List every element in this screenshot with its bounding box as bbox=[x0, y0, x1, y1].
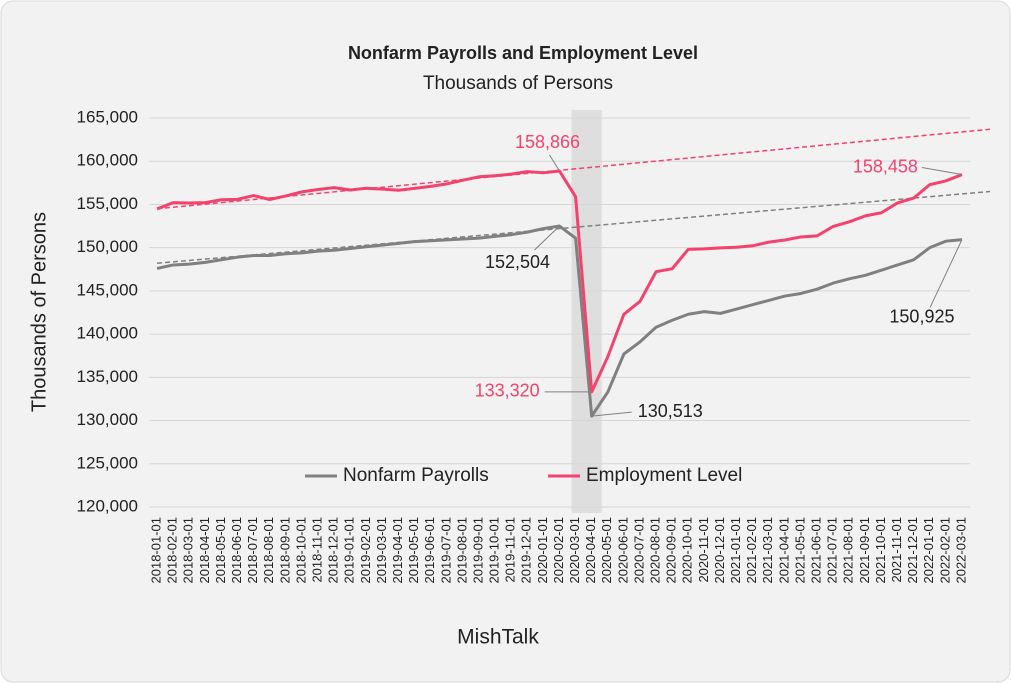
x-tick-label: 2022-03-01 bbox=[953, 517, 968, 584]
x-tick-label: 2019-04-01 bbox=[390, 517, 405, 584]
x-tick-label: 2018-12-01 bbox=[326, 517, 341, 584]
x-tick-label: 2018-06-01 bbox=[229, 517, 244, 584]
shaded-period bbox=[571, 110, 602, 513]
y-tick-label: 145,000 bbox=[77, 280, 138, 299]
x-tick-label: 2020-12-01 bbox=[712, 517, 727, 584]
x-tick-label: 2020-02-01 bbox=[551, 517, 566, 584]
x-tick-label: 2021-01-01 bbox=[728, 517, 743, 584]
y-tick-label: 130,000 bbox=[77, 410, 138, 429]
legend-label: Nonfarm Payrolls bbox=[343, 465, 489, 486]
value-label: 130,513 bbox=[638, 401, 703, 421]
x-tick-label: 2019-10-01 bbox=[487, 517, 502, 584]
annotation-leader bbox=[534, 225, 560, 251]
x-tick-label: 2018-03-01 bbox=[181, 517, 196, 584]
x-tick-label: 2018-05-01 bbox=[213, 517, 228, 584]
y-tick-label: 155,000 bbox=[77, 194, 138, 213]
value-label: 158,458 bbox=[853, 156, 918, 176]
legend-label: Employment Level bbox=[586, 465, 742, 486]
x-tick-label: 2019-07-01 bbox=[438, 517, 453, 584]
y-tick-label: 140,000 bbox=[77, 324, 138, 343]
x-axis-title: MishTalk bbox=[457, 626, 539, 649]
x-tick-label: 2021-08-01 bbox=[841, 517, 856, 584]
x-tick-label: 2019-12-01 bbox=[519, 517, 534, 584]
x-tick-label: 2018-01-01 bbox=[148, 517, 163, 584]
x-tick-label: 2021-11-01 bbox=[889, 517, 904, 583]
x-tick-label: 2020-05-01 bbox=[599, 517, 614, 584]
y-tick-label: 125,000 bbox=[77, 453, 138, 472]
chart-title: Nonfarm Payrolls and Employment Level bbox=[348, 43, 698, 63]
y-tick-label: 150,000 bbox=[77, 237, 138, 256]
x-tick-label: 2022-01-01 bbox=[921, 517, 936, 584]
y-tick-label: 165,000 bbox=[77, 107, 138, 126]
y-axis-title: Thousands of Persons bbox=[28, 212, 50, 412]
annotation-leader bbox=[549, 154, 560, 172]
x-tick-label: 2019-02-01 bbox=[358, 517, 373, 584]
x-tick-label: 2019-08-01 bbox=[454, 517, 469, 584]
x-tick-label: 2019-01-01 bbox=[342, 517, 357, 584]
x-tick-label: 2019-11-01 bbox=[503, 517, 518, 583]
x-tick-label: 2021-04-01 bbox=[776, 517, 791, 584]
x-tick-label: 2021-02-01 bbox=[744, 517, 759, 584]
trendline bbox=[156, 190, 991, 264]
x-tick-label: 2019-09-01 bbox=[470, 517, 485, 584]
x-tick-label: 2020-06-01 bbox=[615, 517, 630, 584]
x-tick-label: 2018-11-01 bbox=[309, 517, 324, 583]
chart-subtitle: Thousands of Persons bbox=[423, 73, 613, 94]
x-tick-label: 2021-12-01 bbox=[905, 517, 920, 584]
x-tick-label: 2021-07-01 bbox=[825, 517, 840, 584]
annotation-leader bbox=[929, 239, 963, 308]
x-tick-label: 2018-04-01 bbox=[197, 517, 212, 584]
value-label: 133,320 bbox=[475, 381, 540, 401]
x-tick-label: 2018-02-01 bbox=[165, 517, 180, 584]
y-tick-label: 120,000 bbox=[77, 496, 138, 515]
x-tick-label: 2021-03-01 bbox=[760, 517, 775, 584]
x-tick-label: 2022-02-01 bbox=[937, 517, 952, 584]
x-tick-label: 2020-09-01 bbox=[664, 517, 679, 584]
x-tick-label: 2021-05-01 bbox=[792, 517, 807, 584]
x-tick-label: 2018-10-01 bbox=[293, 517, 308, 584]
x-tick-label: 2020-03-01 bbox=[567, 517, 582, 584]
annotation-leader bbox=[921, 167, 963, 176]
x-tick-label: 2020-10-01 bbox=[680, 517, 695, 584]
y-tick-label: 135,000 bbox=[77, 367, 138, 386]
x-tick-label: 2018-07-01 bbox=[245, 517, 260, 584]
x-tick-label: 2019-06-01 bbox=[422, 517, 437, 584]
x-tick-label: 2019-03-01 bbox=[374, 517, 389, 584]
x-tick-label: 2020-01-01 bbox=[535, 517, 550, 584]
x-tick-label: 2018-09-01 bbox=[277, 517, 292, 584]
x-tick-label: 2021-09-01 bbox=[857, 517, 872, 584]
y-tick-label: 160,000 bbox=[77, 151, 138, 170]
x-tick-label: 2020-08-01 bbox=[648, 517, 663, 584]
x-tick-label: 2020-07-01 bbox=[631, 517, 646, 584]
value-label: 158,866 bbox=[515, 132, 580, 152]
value-label: 150,925 bbox=[889, 306, 954, 326]
value-label: 152,504 bbox=[485, 252, 550, 272]
x-tick-label: 2020-11-01 bbox=[696, 517, 711, 583]
trendline bbox=[156, 128, 991, 210]
x-tick-label: 2018-08-01 bbox=[261, 517, 276, 584]
x-tick-label: 2021-06-01 bbox=[809, 517, 824, 584]
x-tick-label: 2021-10-01 bbox=[873, 517, 888, 584]
x-tick-label: 2020-04-01 bbox=[583, 517, 598, 584]
annotation-leader bbox=[591, 411, 632, 417]
x-tick-label: 2019-05-01 bbox=[406, 517, 421, 584]
